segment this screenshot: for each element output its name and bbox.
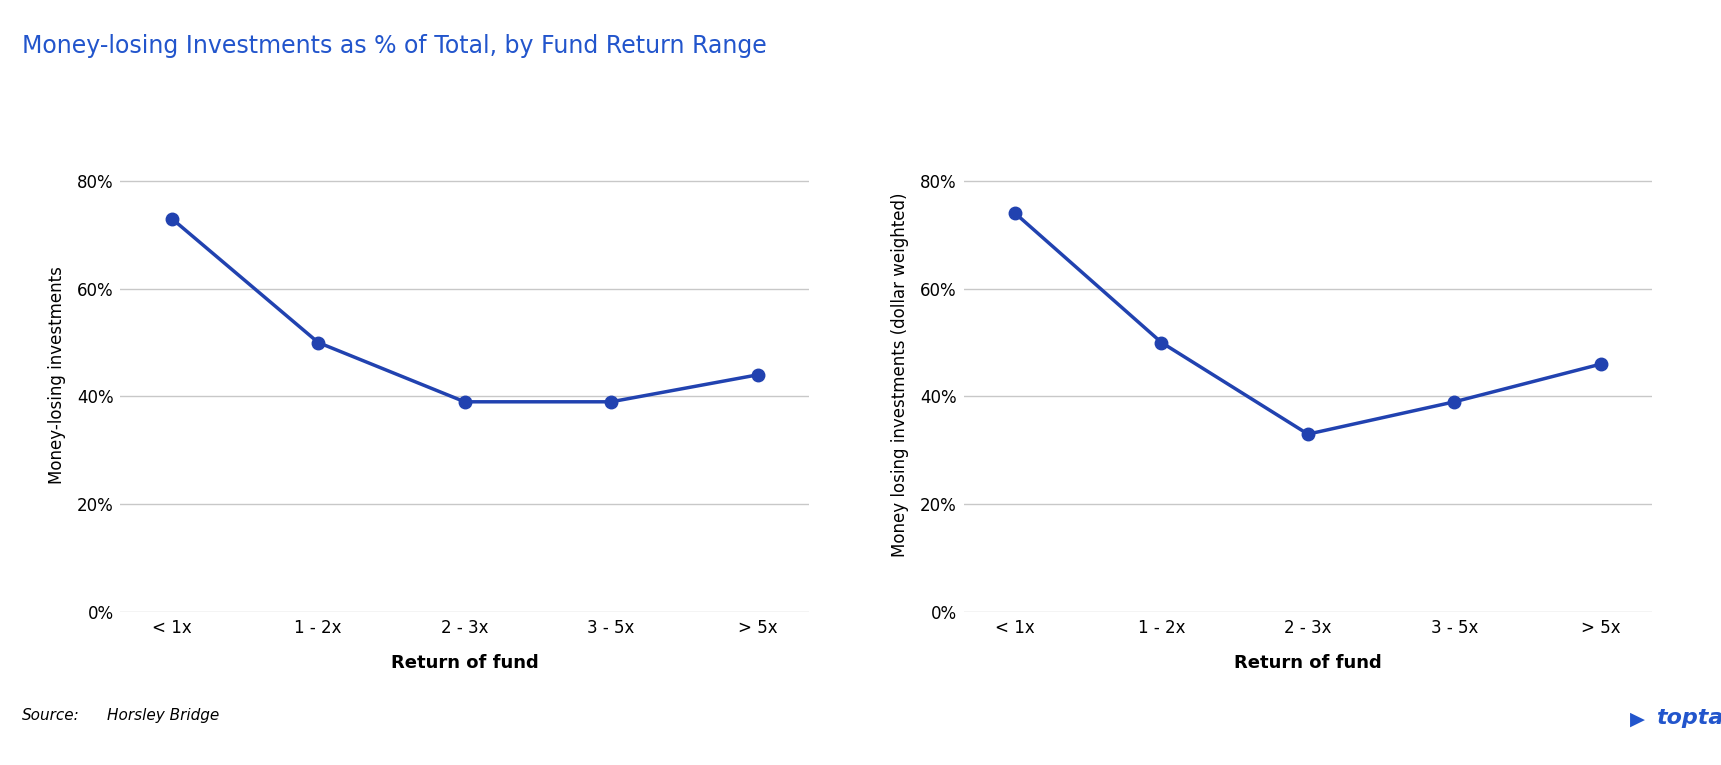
Text: Source:: Source: (22, 708, 81, 723)
X-axis label: Return of fund: Return of fund (391, 653, 539, 672)
Text: ▶: ▶ (1630, 709, 1645, 728)
Y-axis label: Money-losing investments: Money-losing investments (48, 266, 65, 483)
Text: Money-losing Investments as % of Total, by Fund Return Range: Money-losing Investments as % of Total, … (22, 34, 768, 58)
Y-axis label: Money losing investments (dollar weighted): Money losing investments (dollar weighte… (891, 193, 909, 557)
X-axis label: Return of fund: Return of fund (1234, 653, 1382, 672)
Text: toptal: toptal (1656, 708, 1721, 728)
Text: Horsley Bridge: Horsley Bridge (107, 708, 219, 723)
